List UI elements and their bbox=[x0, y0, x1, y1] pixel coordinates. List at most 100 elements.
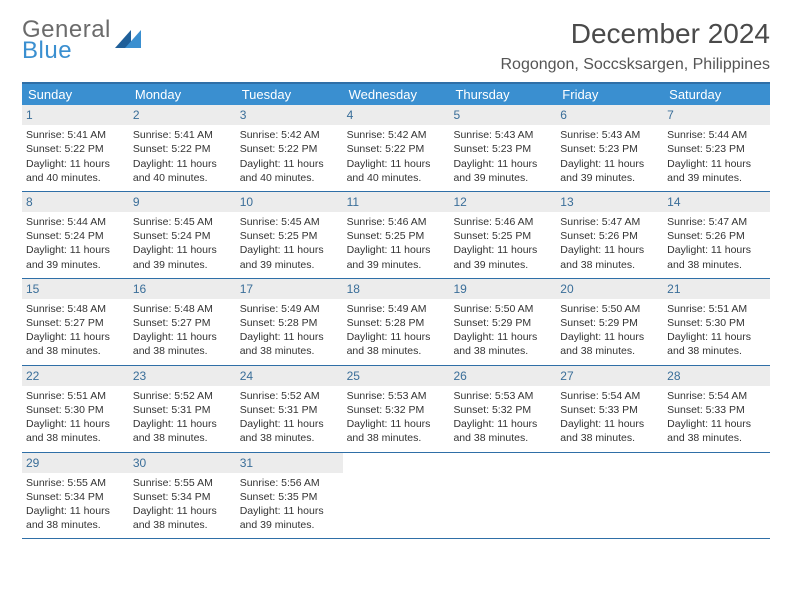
daylight-text: and 39 minutes. bbox=[26, 258, 125, 272]
sunrise-text: Sunrise: 5:56 AM bbox=[240, 476, 339, 490]
day-number: 22 bbox=[22, 366, 129, 386]
daylight-text: Daylight: 11 hours bbox=[347, 330, 446, 344]
day-cell: 3Sunrise: 5:42 AMSunset: 5:22 PMDaylight… bbox=[236, 105, 343, 191]
daylight-text: and 38 minutes. bbox=[667, 431, 766, 445]
title-block: December 2024 Rogongon, Soccsksargen, Ph… bbox=[501, 18, 771, 74]
day-number: 30 bbox=[129, 453, 236, 473]
sunrise-text: Sunrise: 5:42 AM bbox=[240, 128, 339, 142]
daylight-text: and 38 minutes. bbox=[26, 344, 125, 358]
day-number: 27 bbox=[556, 366, 663, 386]
sunrise-text: Sunrise: 5:46 AM bbox=[453, 215, 552, 229]
day-cell: 1Sunrise: 5:41 AMSunset: 5:22 PMDaylight… bbox=[22, 105, 129, 191]
day-cell: 19Sunrise: 5:50 AMSunset: 5:29 PMDayligh… bbox=[449, 279, 556, 365]
daylight-text: and 38 minutes. bbox=[133, 344, 232, 358]
day-cell: 30Sunrise: 5:55 AMSunset: 5:34 PMDayligh… bbox=[129, 453, 236, 539]
sunrise-text: Sunrise: 5:44 AM bbox=[667, 128, 766, 142]
daylight-text: Daylight: 11 hours bbox=[133, 330, 232, 344]
day-cell: 12Sunrise: 5:46 AMSunset: 5:25 PMDayligh… bbox=[449, 192, 556, 278]
sunset-text: Sunset: 5:23 PM bbox=[560, 142, 659, 156]
daylight-text: Daylight: 11 hours bbox=[347, 417, 446, 431]
dow-cell: Saturday bbox=[663, 84, 770, 105]
week-row: 1Sunrise: 5:41 AMSunset: 5:22 PMDaylight… bbox=[22, 105, 770, 192]
day-number: 24 bbox=[236, 366, 343, 386]
day-cell: 29Sunrise: 5:55 AMSunset: 5:34 PMDayligh… bbox=[22, 453, 129, 539]
sunset-text: Sunset: 5:31 PM bbox=[240, 403, 339, 417]
day-number: 9 bbox=[129, 192, 236, 212]
sunrise-text: Sunrise: 5:49 AM bbox=[347, 302, 446, 316]
daylight-text: Daylight: 11 hours bbox=[240, 504, 339, 518]
daylight-text: and 38 minutes. bbox=[453, 344, 552, 358]
day-number: 25 bbox=[343, 366, 450, 386]
day-cell: 20Sunrise: 5:50 AMSunset: 5:29 PMDayligh… bbox=[556, 279, 663, 365]
day-number: 26 bbox=[449, 366, 556, 386]
daylight-text: and 40 minutes. bbox=[133, 171, 232, 185]
daylight-text: and 40 minutes. bbox=[26, 171, 125, 185]
header: General Blue December 2024 Rogongon, Soc… bbox=[22, 18, 770, 74]
day-cell: 6Sunrise: 5:43 AMSunset: 5:23 PMDaylight… bbox=[556, 105, 663, 191]
daylight-text: Daylight: 11 hours bbox=[453, 243, 552, 257]
sunrise-text: Sunrise: 5:52 AM bbox=[133, 389, 232, 403]
month-title: December 2024 bbox=[501, 18, 771, 50]
daylight-text: Daylight: 11 hours bbox=[240, 243, 339, 257]
daylight-text: Daylight: 11 hours bbox=[26, 330, 125, 344]
sunrise-text: Sunrise: 5:51 AM bbox=[26, 389, 125, 403]
sunset-text: Sunset: 5:28 PM bbox=[240, 316, 339, 330]
sunset-text: Sunset: 5:22 PM bbox=[240, 142, 339, 156]
day-cell: 26Sunrise: 5:53 AMSunset: 5:32 PMDayligh… bbox=[449, 366, 556, 452]
sunset-text: Sunset: 5:34 PM bbox=[133, 490, 232, 504]
daylight-text: Daylight: 11 hours bbox=[240, 157, 339, 171]
day-cell bbox=[663, 453, 770, 539]
daylight-text: and 38 minutes. bbox=[560, 344, 659, 358]
daylight-text: Daylight: 11 hours bbox=[347, 157, 446, 171]
day-number: 13 bbox=[556, 192, 663, 212]
day-cell bbox=[556, 453, 663, 539]
dow-cell: Thursday bbox=[449, 84, 556, 105]
sunset-text: Sunset: 5:30 PM bbox=[667, 316, 766, 330]
sunset-text: Sunset: 5:25 PM bbox=[240, 229, 339, 243]
daylight-text: and 38 minutes. bbox=[560, 258, 659, 272]
daylight-text: and 39 minutes. bbox=[347, 258, 446, 272]
sunrise-text: Sunrise: 5:41 AM bbox=[26, 128, 125, 142]
sunrise-text: Sunrise: 5:45 AM bbox=[133, 215, 232, 229]
daylight-text: Daylight: 11 hours bbox=[560, 157, 659, 171]
daylight-text: and 39 minutes. bbox=[133, 258, 232, 272]
daylight-text: and 39 minutes. bbox=[240, 518, 339, 532]
sunrise-text: Sunrise: 5:46 AM bbox=[347, 215, 446, 229]
day-cell: 7Sunrise: 5:44 AMSunset: 5:23 PMDaylight… bbox=[663, 105, 770, 191]
dow-cell: Friday bbox=[556, 84, 663, 105]
daylight-text: Daylight: 11 hours bbox=[667, 157, 766, 171]
daylight-text: and 38 minutes. bbox=[560, 431, 659, 445]
daylight-text: Daylight: 11 hours bbox=[347, 243, 446, 257]
day-cell: 4Sunrise: 5:42 AMSunset: 5:22 PMDaylight… bbox=[343, 105, 450, 191]
day-number: 17 bbox=[236, 279, 343, 299]
sunset-text: Sunset: 5:28 PM bbox=[347, 316, 446, 330]
daylight-text: and 39 minutes. bbox=[453, 258, 552, 272]
daylight-text: Daylight: 11 hours bbox=[133, 417, 232, 431]
daylight-text: Daylight: 11 hours bbox=[560, 330, 659, 344]
sunset-text: Sunset: 5:24 PM bbox=[26, 229, 125, 243]
day-cell: 28Sunrise: 5:54 AMSunset: 5:33 PMDayligh… bbox=[663, 366, 770, 452]
daylight-text: and 40 minutes. bbox=[240, 171, 339, 185]
daylight-text: Daylight: 11 hours bbox=[453, 330, 552, 344]
sunrise-text: Sunrise: 5:42 AM bbox=[347, 128, 446, 142]
sunset-text: Sunset: 5:35 PM bbox=[240, 490, 339, 504]
sunrise-text: Sunrise: 5:47 AM bbox=[560, 215, 659, 229]
daylight-text: and 38 minutes. bbox=[667, 344, 766, 358]
sunrise-text: Sunrise: 5:54 AM bbox=[560, 389, 659, 403]
day-cell: 27Sunrise: 5:54 AMSunset: 5:33 PMDayligh… bbox=[556, 366, 663, 452]
week-row: 29Sunrise: 5:55 AMSunset: 5:34 PMDayligh… bbox=[22, 453, 770, 540]
day-cell: 16Sunrise: 5:48 AMSunset: 5:27 PMDayligh… bbox=[129, 279, 236, 365]
daylight-text: Daylight: 11 hours bbox=[240, 330, 339, 344]
daylight-text: Daylight: 11 hours bbox=[133, 504, 232, 518]
daylight-text: and 38 minutes. bbox=[240, 344, 339, 358]
daylight-text: and 39 minutes. bbox=[560, 171, 659, 185]
sunset-text: Sunset: 5:23 PM bbox=[453, 142, 552, 156]
day-number: 14 bbox=[663, 192, 770, 212]
daylight-text: Daylight: 11 hours bbox=[26, 157, 125, 171]
day-of-week-header: SundayMondayTuesdayWednesdayThursdayFrid… bbox=[22, 84, 770, 105]
sunrise-text: Sunrise: 5:50 AM bbox=[453, 302, 552, 316]
week-row: 22Sunrise: 5:51 AMSunset: 5:30 PMDayligh… bbox=[22, 366, 770, 453]
day-cell: 10Sunrise: 5:45 AMSunset: 5:25 PMDayligh… bbox=[236, 192, 343, 278]
sunrise-text: Sunrise: 5:55 AM bbox=[26, 476, 125, 490]
dow-cell: Monday bbox=[129, 84, 236, 105]
